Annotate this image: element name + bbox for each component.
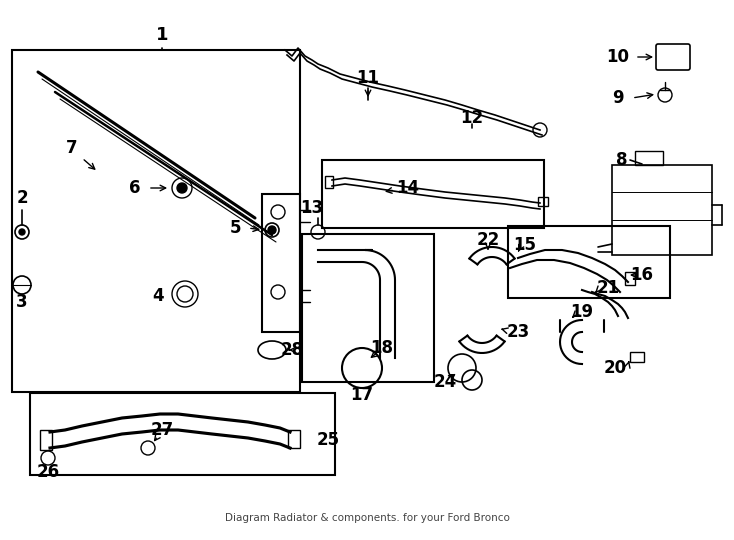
Text: 21: 21 [597,279,619,297]
Bar [508,226,670,298]
Text: 26: 26 [37,463,59,481]
Ellipse shape [258,341,286,359]
Bar [625,272,635,285]
Text: 19: 19 [570,303,594,321]
Bar [322,160,544,228]
Bar [288,430,300,448]
Circle shape [19,229,25,235]
Bar [262,194,300,332]
Circle shape [177,183,187,193]
Circle shape [265,223,279,237]
Text: 28: 28 [280,341,304,359]
Text: 13: 13 [300,199,324,217]
Text: 6: 6 [129,179,141,197]
Text: 9: 9 [612,89,624,107]
Text: 5: 5 [229,219,241,237]
Text: 16: 16 [631,266,653,284]
Text: 10: 10 [606,48,630,66]
Bar [302,234,434,382]
Text: 24: 24 [433,373,457,391]
Bar [40,430,52,450]
Text: 17: 17 [350,386,374,404]
Text: 22: 22 [476,231,500,249]
Bar [538,197,548,206]
Bar [635,151,663,165]
Text: 23: 23 [506,323,530,341]
Text: 3: 3 [16,293,28,311]
Text: 8: 8 [617,151,628,169]
Text: 2: 2 [16,189,28,207]
Text: 14: 14 [396,179,420,197]
Circle shape [177,286,193,302]
Bar [325,176,333,188]
Text: 1: 1 [156,26,168,44]
Text: Diagram Radiator & components. for your Ford Bronco: Diagram Radiator & components. for your … [225,513,509,523]
FancyBboxPatch shape [656,44,690,70]
Bar [630,352,644,362]
Text: 18: 18 [371,339,393,357]
Bar [612,165,712,255]
Circle shape [268,226,276,234]
Text: 27: 27 [150,421,174,439]
Text: 4: 4 [152,287,164,305]
Text: 20: 20 [603,359,627,377]
Text: 25: 25 [316,431,340,449]
Text: 15: 15 [514,236,537,254]
Bar [12,50,300,392]
Bar [30,393,335,475]
Text: 7: 7 [66,139,78,157]
Text: 12: 12 [460,109,484,127]
Text: 11: 11 [357,69,379,87]
